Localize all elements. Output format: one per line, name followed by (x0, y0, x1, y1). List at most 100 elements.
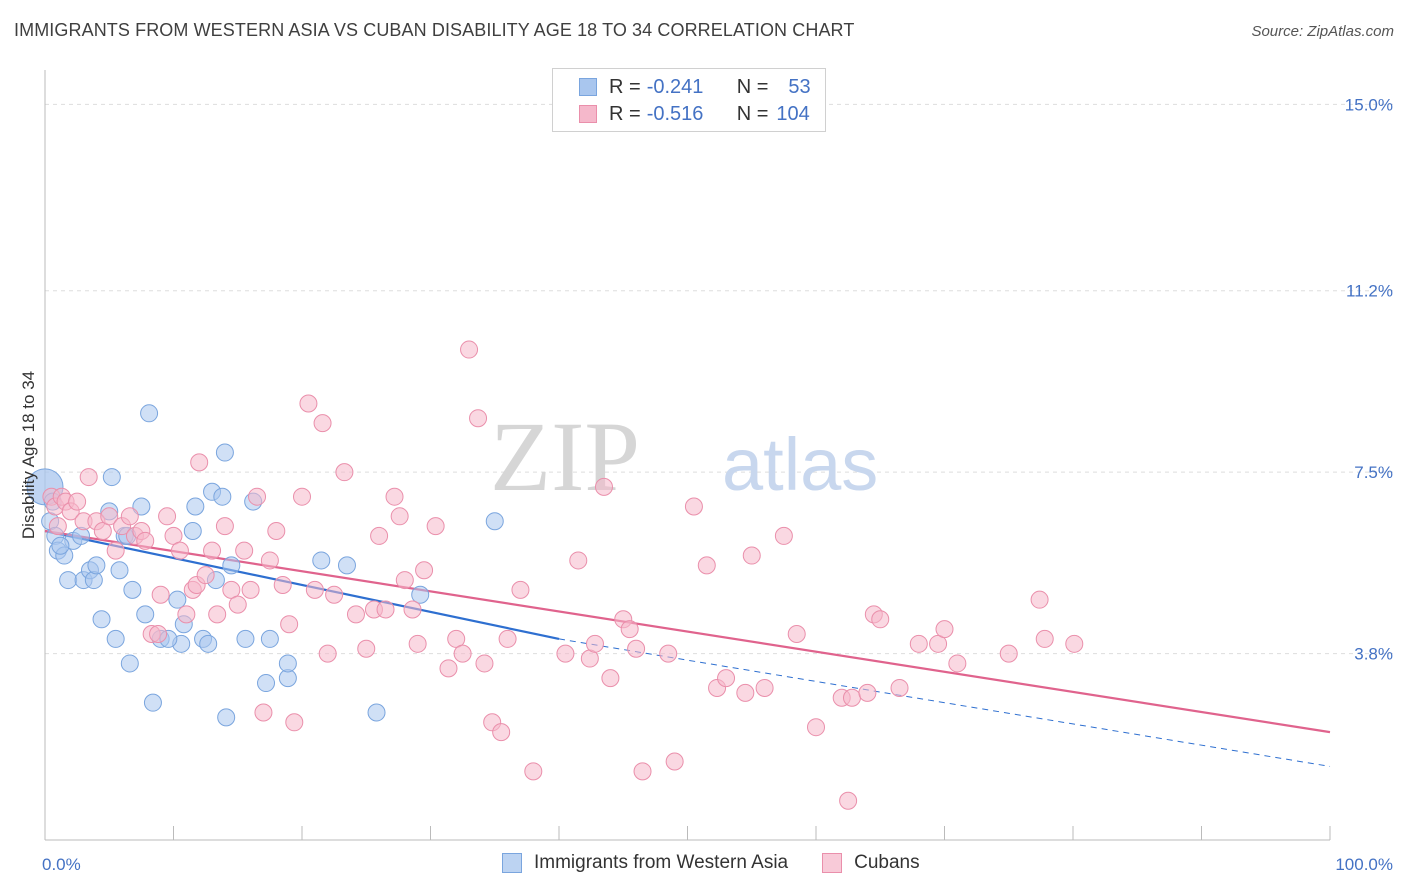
cuban-point (395, 571, 414, 590)
cuban-point (415, 561, 434, 580)
legend-n-value: 53 (788, 75, 811, 98)
cuban-point (267, 522, 286, 541)
cuban-point (948, 654, 967, 673)
bottom-legend: Immigrants from Western Asia Cubans (502, 852, 954, 874)
cuban-point (136, 531, 155, 550)
western-asia-point (337, 556, 356, 575)
cuban-point (556, 644, 575, 663)
western-asia-point (199, 634, 218, 653)
cuban-point (149, 625, 168, 644)
cuban-point (390, 507, 409, 526)
western-asia-point (87, 556, 106, 575)
cuban-point (858, 683, 877, 702)
cuban-point (665, 752, 684, 771)
watermark-zip: ZIP (490, 401, 640, 512)
cuban-point (260, 551, 279, 570)
bottom-legend-item-cubans: Cubans (822, 852, 920, 874)
legend-r-label: R = (609, 75, 641, 98)
cuban-point (620, 620, 639, 639)
cuban-point (208, 605, 227, 624)
western-asia-point (186, 497, 205, 516)
cuban-point (935, 620, 954, 639)
watermark: ZIP atlas (490, 401, 878, 512)
cuban-point (215, 517, 234, 536)
legend-box: R = -0.241 N = 53 R = -0.516 N = 104 (552, 68, 826, 132)
cuban-point (370, 526, 389, 545)
legend-r-value: -0.516 (646, 102, 704, 125)
cuban-point (633, 762, 652, 781)
cuban-point (1035, 629, 1054, 648)
cuban-point (241, 580, 260, 599)
cuban-point (151, 585, 170, 604)
cuban-point (313, 414, 332, 433)
cuban-point (335, 463, 354, 482)
cuban-point (158, 507, 177, 526)
western-asia-point (110, 561, 129, 580)
cuban-point (717, 669, 736, 688)
legend-r-label: R = (609, 102, 641, 125)
y-tick-label: 11.2% (1346, 282, 1393, 301)
cuban-point (774, 526, 793, 545)
cuban-point (453, 644, 472, 663)
cuban-point (325, 585, 344, 604)
tick-labels: 3.8% 7.5% 11.2% 15.0% 0.0% 100.0% (42, 95, 1393, 874)
cuban-point (203, 541, 222, 560)
bottom-legend-item-western-asia: Immigrants from Western Asia (502, 852, 788, 874)
cuban-point (120, 507, 139, 526)
western-asia-trend-line-extension (558, 638, 1331, 767)
cuban-point (235, 541, 254, 560)
cuban-point (511, 580, 530, 599)
western-asia-point (59, 571, 78, 590)
cuban-point (228, 595, 247, 614)
cuban-point (755, 678, 774, 697)
cuban-point (177, 605, 196, 624)
western-asia-point (222, 556, 241, 575)
x-tick-label: 0.0% (42, 855, 81, 874)
legend-n-label: N = (736, 102, 769, 125)
cuban-point (357, 639, 376, 658)
chart-title: IMMIGRANTS FROM WESTERN ASIA VS CUBAN DI… (14, 20, 855, 40)
cuban-point (627, 639, 646, 658)
legend-r-value: -0.241 (646, 75, 704, 98)
cuban-point (736, 683, 755, 702)
western-asia-point (71, 526, 90, 545)
cuban-trend-line (44, 529, 1331, 734)
trend-lines (44, 529, 1331, 767)
x-tick-label: 100.0% (1335, 855, 1393, 874)
western-asia-point (257, 674, 276, 693)
cuban-point (408, 634, 427, 653)
blue-swatch (502, 853, 522, 873)
cuban-point (999, 644, 1018, 663)
cuban-point (585, 634, 604, 653)
cuban-point (254, 703, 273, 722)
cuban-point (106, 541, 125, 560)
cuban-point (684, 497, 703, 516)
y-tick-label: 7.5% (1354, 463, 1393, 482)
legend-row-blue: R = -0.241 N = 53 (579, 75, 811, 99)
cuban-point (280, 615, 299, 634)
western-asia-point (132, 497, 151, 516)
cuban-point (299, 394, 318, 413)
western-asia-point (51, 536, 70, 555)
western-asia-point (260, 629, 279, 648)
pink-swatch (579, 105, 597, 123)
source-label: Source: ZipAtlas.com (1251, 23, 1394, 40)
cuban-point (346, 605, 365, 624)
y-axis-title: Disability Age 18 to 34 (19, 371, 38, 539)
y-tick-label: 3.8% (1354, 645, 1393, 664)
cuban-point (273, 575, 292, 594)
cuban-point (524, 762, 543, 781)
cuban-point (385, 487, 404, 506)
y-tick-label: 15.0% (1345, 95, 1393, 114)
cuban-point (68, 492, 87, 511)
cuban-point (492, 723, 511, 742)
western-asia-point (106, 629, 125, 648)
western-asia-point (136, 605, 155, 624)
western-asia-point (213, 487, 232, 506)
western-asia-point (411, 585, 430, 604)
western-asia-point (183, 522, 202, 541)
cuban-point (839, 791, 858, 810)
grid-lines (45, 103, 1395, 655)
western-asia-point (485, 512, 504, 531)
